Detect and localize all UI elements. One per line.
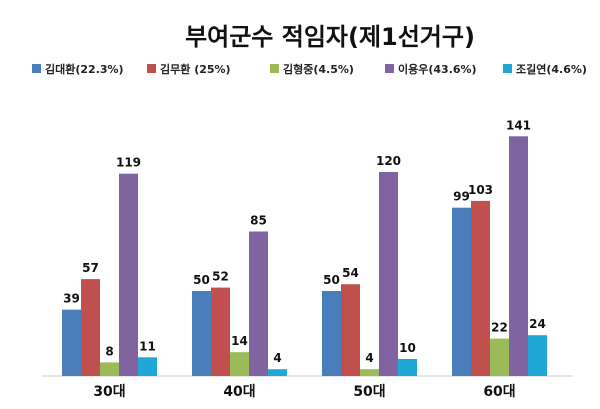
bar-4-3	[528, 335, 547, 376]
data-label-2-2: 4	[365, 351, 373, 365]
data-label-1-1: 52	[212, 270, 229, 284]
bar-3-3	[509, 136, 528, 376]
legend-label-2: 김형중(4.5%)	[283, 62, 354, 76]
data-label-3-2: 120	[376, 154, 401, 168]
category-label-2: 50대	[353, 384, 385, 400]
legend-label-4: 조길연(4.6%)	[516, 62, 587, 76]
data-label-4-3: 24	[529, 317, 546, 331]
legend-label-1: 김무환 (25%)	[160, 62, 231, 76]
data-label-1-0: 57	[82, 261, 99, 275]
legend-swatch-3	[385, 64, 394, 73]
data-label-2-0: 8	[105, 344, 113, 358]
data-label-3-0: 119	[116, 156, 141, 170]
bar-3-2	[379, 172, 398, 376]
bar-4-0	[138, 357, 157, 376]
bar-2-1	[230, 352, 249, 376]
bar-4-1	[268, 369, 287, 376]
bar-1-2	[341, 284, 360, 376]
data-label-2-1: 14	[231, 334, 248, 348]
bar-4-2	[398, 359, 417, 376]
bar-0-0	[62, 309, 81, 376]
data-label-4-0: 11	[139, 339, 156, 353]
chart-title: 부여군수 적임자(제1선거구)	[185, 23, 475, 51]
bar-2-3	[490, 338, 509, 376]
data-label-4-1: 4	[273, 351, 281, 365]
data-label-0-2: 50	[323, 273, 340, 287]
bar-3-1	[249, 231, 268, 376]
legend-label-3: 이용우(43.6%)	[398, 62, 477, 76]
legend-swatch-0	[32, 64, 41, 73]
legend-swatch-2	[270, 64, 279, 73]
bar-0-2	[322, 291, 341, 376]
bar-0-1	[192, 291, 211, 376]
category-label-0: 30대	[93, 384, 125, 400]
data-label-3-1: 85	[250, 214, 267, 228]
data-label-0-1: 50	[193, 273, 210, 287]
category-label-1: 40대	[223, 384, 255, 400]
bar-2-2	[360, 369, 379, 376]
legend: 김대환(22.3%) 김무환 (25%) 김형중(4.5%) 이용우(43.6%) 조길…	[32, 62, 587, 76]
bar-3-0	[119, 173, 138, 376]
data-label-4-2: 10	[399, 341, 416, 355]
bar-1-1	[211, 287, 230, 376]
bar-1-0	[81, 279, 100, 376]
data-label-1-2: 54	[342, 266, 359, 280]
data-label-2-3: 22	[491, 321, 508, 335]
data-label-1-3: 103	[468, 183, 493, 197]
data-label-0-3: 99	[453, 190, 470, 204]
legend-swatch-1	[147, 64, 156, 73]
category-label-3: 60대	[483, 384, 515, 400]
legend-swatch-4	[503, 64, 512, 73]
legend-label-0: 김대환(22.3%)	[45, 62, 124, 76]
bar-2-0	[100, 362, 119, 376]
data-label-0-0: 39	[63, 292, 80, 306]
bar-1-3	[471, 200, 490, 376]
data-label-3-3: 141	[506, 118, 531, 132]
bar-0-3	[452, 207, 471, 376]
